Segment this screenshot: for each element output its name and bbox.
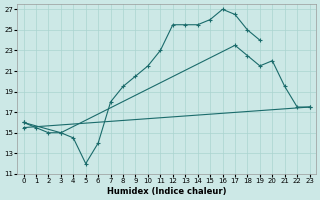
X-axis label: Humidex (Indice chaleur): Humidex (Indice chaleur)	[107, 187, 226, 196]
